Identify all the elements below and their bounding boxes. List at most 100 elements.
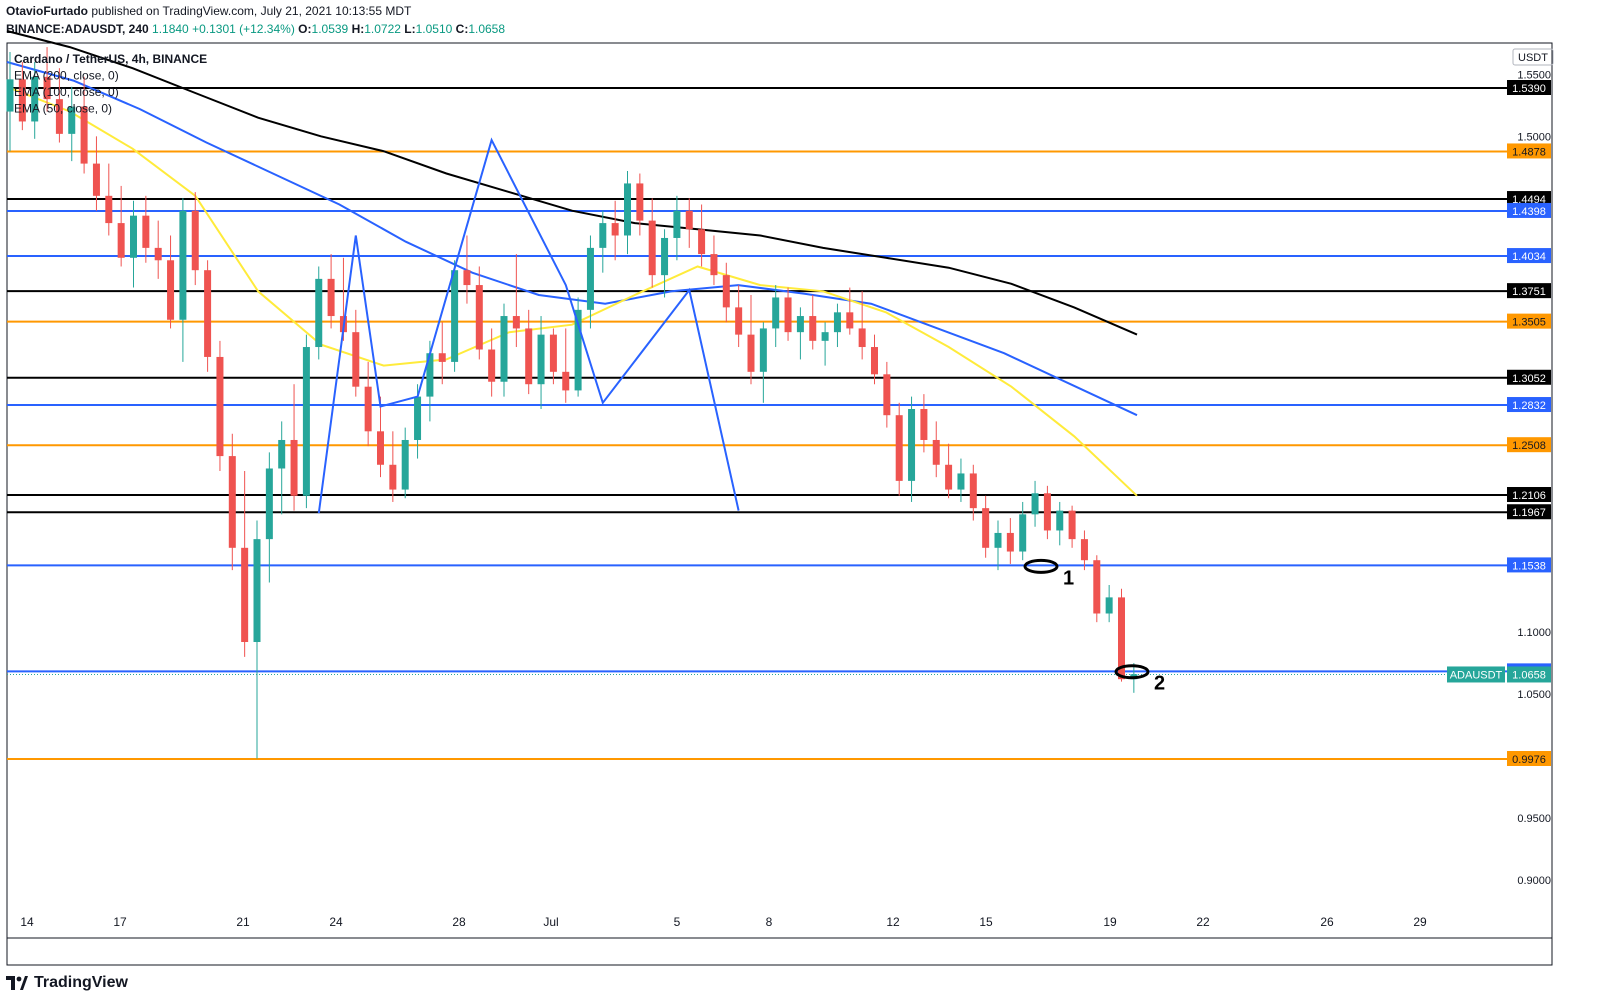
candle-body: [957, 473, 965, 490]
candle-body: [809, 316, 817, 341]
candle: [1093, 555, 1101, 623]
candle: [105, 163, 113, 236]
candle-body: [512, 316, 520, 329]
level-tag-label: 1.4398: [1512, 206, 1546, 218]
author-name[interactable]: OtavioFurtado: [6, 4, 89, 18]
candle: [772, 285, 780, 348]
level-tag: [1507, 283, 1551, 299]
candle-body: [586, 247, 594, 310]
candle-body: [1080, 539, 1088, 561]
candle-body: [549, 334, 557, 372]
candle-body: [43, 76, 51, 100]
time-axis[interactable]: 14 17 21 24 28 Jul 5 8 12 15 19 22 26 29: [20, 915, 1427, 929]
pattern-drawing: [317, 137, 740, 514]
candle: [265, 452, 273, 583]
symbol-label: BINANCE:ADAUSDT, 240: [6, 22, 149, 36]
candle-body: [636, 183, 644, 221]
candle-body: [426, 353, 434, 397]
level-tag: [1507, 437, 1551, 453]
candle: [290, 384, 298, 511]
level-tag: [1507, 369, 1551, 385]
candle-body: [1105, 597, 1113, 614]
date-tick: 29: [1413, 915, 1427, 929]
candle-body: [648, 220, 656, 276]
candle: [352, 309, 360, 397]
candle: [809, 294, 817, 350]
level-tag: [1507, 487, 1551, 503]
candle-body: [389, 464, 397, 490]
candle-body: [624, 183, 631, 236]
candle: [1019, 501, 1027, 561]
horizontal-levels: [7, 87, 1507, 760]
candle-body: [451, 270, 459, 362]
price-tick: 1.5000: [1517, 131, 1551, 143]
legend-item: EMA (200, close, 0): [14, 69, 119, 83]
candle-body: [1019, 514, 1027, 552]
candle: [80, 76, 88, 174]
price-axis[interactable]: 1.53901.48781.44941.43981.40341.37511.35…: [1447, 48, 1554, 887]
candle: [722, 262, 730, 323]
candle-body: [117, 223, 125, 258]
candle: [43, 47, 51, 112]
annotation-label: 2: [1154, 673, 1165, 695]
candle: [994, 520, 1002, 571]
level-tag: [1507, 751, 1551, 766]
price-value: 1.1840: [152, 22, 189, 36]
date-tick: 5: [674, 915, 681, 929]
candle-body: [611, 223, 619, 236]
candle-body: [475, 285, 483, 350]
level-tag: [1507, 504, 1551, 520]
date-tick: 19: [1103, 915, 1117, 929]
candle: [167, 235, 175, 329]
candle-body: [735, 307, 743, 335]
candle-body: [55, 99, 63, 134]
candle: [68, 86, 76, 162]
legend-item: Cardano / TetherUS, 4h, BINANCE: [14, 52, 207, 66]
candle-body: [31, 76, 39, 122]
candle: [611, 200, 619, 261]
candle: [228, 433, 236, 571]
candle: [475, 266, 483, 360]
candle-body: [265, 468, 273, 540]
level-tag-label: 1.2508: [1512, 440, 1546, 452]
candle-body: [204, 270, 212, 357]
annotations: 12: [1023, 558, 1165, 695]
candles: [6, 47, 1138, 759]
last-price-tag: [1507, 666, 1551, 683]
candle: [759, 322, 767, 403]
level-tag-label: 1.4034: [1512, 251, 1546, 263]
annotation-ellipse: [1023, 558, 1059, 574]
pattern-line: [317, 137, 740, 514]
tradingview-logo[interactable]: TradingView: [6, 974, 128, 992]
brand-text: TradingView: [34, 974, 128, 991]
candle-body: [871, 347, 878, 375]
level-tag: [1507, 313, 1551, 329]
candle-body: [932, 439, 940, 465]
candle: [586, 235, 594, 329]
candle-body: [253, 539, 261, 643]
candle-body: [685, 210, 693, 230]
candle-body: [488, 349, 496, 382]
candle: [327, 254, 335, 329]
candle-body: [290, 439, 298, 496]
level-tag-label: 0.9976: [1512, 754, 1546, 766]
candle: [1068, 505, 1076, 548]
candle-body: [352, 332, 360, 387]
candle-body: [562, 371, 570, 391]
level-tag-label: 1.1967: [1512, 507, 1546, 519]
price-change: +0.1301 (+12.34%): [192, 22, 295, 36]
candle-body: [191, 210, 199, 271]
high-value: 1.0722: [364, 22, 401, 36]
level-tag-label: 1.3052: [1512, 373, 1546, 385]
candle: [18, 61, 26, 131]
level-tag: [1507, 248, 1551, 264]
candle-body: [18, 79, 26, 122]
candle-body: [698, 229, 706, 255]
publish-text: published on TradingView.com, July 21, 2…: [88, 4, 412, 18]
candle-body: [747, 334, 755, 372]
candle-body: [500, 316, 508, 382]
legend-item: EMA (100, close, 0): [14, 85, 119, 99]
candle: [673, 195, 681, 261]
candle: [549, 328, 557, 385]
